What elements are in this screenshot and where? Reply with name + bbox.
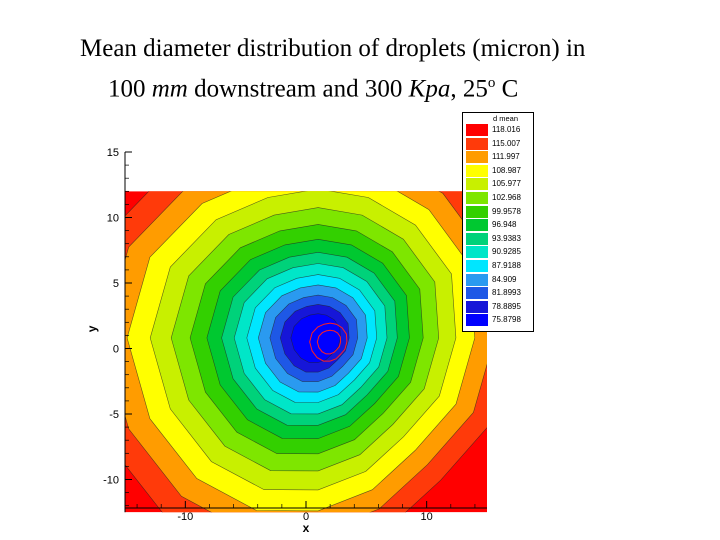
legend-swatch [466,192,488,204]
legend-label: 99.9578 [492,206,521,216]
legend-swatch [466,246,488,259]
legend-item: 99.9578 [466,205,532,218]
legend-item: 105.977 [466,178,532,191]
title-distance-unit: mm [151,75,188,103]
title-degree-sup: o [487,75,496,91]
min-isoline-1 [316,329,342,355]
y-tick-label: 5 [113,278,119,290]
title-pressure-unit: Kpa [408,75,451,103]
legend-swatch [466,219,488,232]
x-tick-label: 10 [421,511,433,523]
legend-swatch [466,137,488,150]
legend-item: 118.016 [466,124,532,136]
contour-band-14 [290,313,341,363]
chart-title: Mean diameter distribution of droplets (… [80,32,700,106]
legend-label: 93.9383 [492,233,521,243]
legend-item: 81.8993 [466,287,532,300]
legend: d mean 118.016 115.007 111.997 108.987 105.9… [462,112,534,332]
min-isoline-0 [309,322,348,362]
legend-item: 96.948 [466,219,532,232]
title-distance: 100 [108,75,152,103]
x-tick-label: 0 [303,511,309,523]
legend-item: 111.997 [466,151,532,164]
legend-label: 75.8798 [492,315,521,325]
legend-label: 115.007 [492,138,521,148]
legend-label: 84.909 [492,274,517,284]
y-tick-label: -10 [103,475,119,487]
legend-label: 108.987 [492,165,521,175]
legend-swatch [466,151,488,164]
y-tick-label: 15 [107,147,119,159]
legend-item: 90.9285 [466,246,532,259]
title-line-2: 100 mm downstream and 300 Kpa, 25o C [80,66,700,106]
title-mid-text: downstream and 300 [187,75,409,103]
legend-item: 75.8798 [466,314,532,327]
legend-swatch [466,178,488,191]
legend-item: 115.007 [466,137,532,150]
legend-label: 118.016 [492,125,521,134]
x-tick-label: -10 [177,511,193,523]
y-axis-label: y [85,325,99,332]
legend-title: d mean [493,114,519,123]
legend-swatch [466,260,488,272]
title-temp-unit: C [495,75,519,103]
legend-swatch [466,287,488,300]
legend-swatch [466,205,488,218]
legend-label: 105.977 [492,179,521,189]
legend-label: 87.9188 [492,261,521,270]
x-axis-label: x [303,521,310,535]
legend-label: 111.997 [492,152,520,162]
title-line-1: Mean diameter distribution of droplets (… [80,35,586,62]
legend-label: 78.8895 [492,301,521,311]
legend-swatch [466,232,488,245]
legend-swatch [466,273,488,286]
legend-label: 102.968 [492,193,521,202]
y-tick-label: 10 [107,213,119,225]
legend-item: 93.9383 [466,232,532,245]
legend-label: 90.9285 [492,247,521,257]
legend-swatch [466,300,488,313]
legend-item: 78.8895 [466,300,532,313]
legend-label: 96.948 [492,220,517,230]
legend-swatch [466,314,488,327]
legend-item: 108.987 [466,164,532,177]
legend-item: 84.909 [466,273,532,286]
legend-item: 102.968 [466,192,532,204]
legend-swatch [466,164,488,177]
title-temperature: , 25 [450,75,488,103]
contour-fills [125,191,487,513]
y-tick-label: 0 [113,344,119,356]
y-tick-label: -5 [109,409,119,421]
legend-item: 87.9188 [466,260,532,272]
legend-label: 81.8993 [492,288,521,298]
legend-swatch [466,124,488,136]
